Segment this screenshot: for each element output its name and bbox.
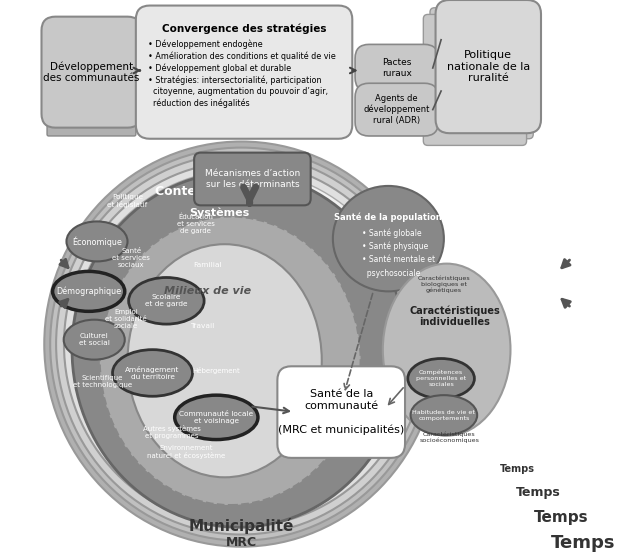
Text: • Santé globale: • Santé globale xyxy=(362,229,422,238)
Text: psychosociale: psychosociale xyxy=(362,269,420,278)
Ellipse shape xyxy=(112,350,193,396)
FancyBboxPatch shape xyxy=(355,83,438,136)
Text: Convergence des stratégies: Convergence des stratégies xyxy=(162,23,326,34)
Text: Santé de la
communauté

(MRC et municipalités): Santé de la communauté (MRC et municipal… xyxy=(278,390,404,435)
Text: Compétences
personnelles et
sociales: Compétences personnelles et sociales xyxy=(416,370,466,387)
FancyBboxPatch shape xyxy=(194,153,311,205)
FancyBboxPatch shape xyxy=(136,6,352,139)
Text: Familial: Familial xyxy=(194,263,222,268)
Text: Politique
et législatif: Politique et législatif xyxy=(107,194,147,208)
Text: Éducation
et services
de garde: Éducation et services de garde xyxy=(177,214,215,234)
Text: Communauté locale
et voisinage: Communauté locale et voisinage xyxy=(179,411,253,424)
Ellipse shape xyxy=(72,170,411,518)
Text: Mécanismes d’action
sur les déterminants: Mécanismes d’action sur les déterminants xyxy=(205,169,300,189)
Text: Aménagement
du territoire: Aménagement du territoire xyxy=(125,366,180,380)
Text: Scolaire
et de garde: Scolaire et de garde xyxy=(145,294,188,307)
Text: Temps: Temps xyxy=(516,486,561,500)
Ellipse shape xyxy=(50,148,433,541)
Text: Temps: Temps xyxy=(500,464,535,474)
Text: Économique: Économique xyxy=(72,236,122,246)
Ellipse shape xyxy=(52,271,125,311)
FancyBboxPatch shape xyxy=(430,8,533,139)
Ellipse shape xyxy=(333,186,444,291)
Text: Municipalité: Municipalité xyxy=(189,518,294,534)
Text: • Santé mentale et: • Santé mentale et xyxy=(362,255,435,264)
Text: Travail: Travail xyxy=(190,324,214,329)
Text: Caractéristiques
individuelles: Caractéristiques individuelles xyxy=(410,305,500,327)
Ellipse shape xyxy=(128,244,322,477)
Text: • Développement endogène
• Amélioration des conditions et qualité de vie
• Dével: • Développement endogène • Amélioration … xyxy=(148,40,336,108)
Text: Temps: Temps xyxy=(535,509,589,525)
Ellipse shape xyxy=(64,320,125,360)
Text: • Santé physique: • Santé physique xyxy=(362,242,429,251)
Ellipse shape xyxy=(129,278,204,324)
Ellipse shape xyxy=(72,172,405,527)
Text: Santé de la population: Santé de la population xyxy=(334,213,442,223)
Text: Démographique: Démographique xyxy=(56,286,121,296)
Text: Environnement
naturel et écosystème: Environnement naturel et écosystème xyxy=(147,445,225,460)
FancyBboxPatch shape xyxy=(278,366,405,458)
Text: Culturel
et social: Culturel et social xyxy=(78,333,110,346)
Text: Autres systèmes
et programmes: Autres systèmes et programmes xyxy=(143,425,201,439)
FancyBboxPatch shape xyxy=(436,0,541,133)
Text: Caractéristiques
biologiques et
génétiques: Caractéristiques biologiques et génétiqu… xyxy=(417,275,470,293)
Text: Temps: Temps xyxy=(551,534,616,552)
Text: Politique
nationale de la
ruralité: Politique nationale de la ruralité xyxy=(447,50,530,83)
Text: Contexte global: Contexte global xyxy=(155,185,266,198)
FancyBboxPatch shape xyxy=(41,17,142,128)
Text: Caractéristiques
socioéconomiques: Caractéristiques socioéconomiques xyxy=(419,431,479,443)
Ellipse shape xyxy=(408,359,475,398)
Ellipse shape xyxy=(64,162,419,526)
Ellipse shape xyxy=(44,142,438,547)
Text: Agents de
développement
rural (ADR): Agents de développement rural (ADR) xyxy=(364,94,430,125)
Text: Hébergement: Hébergement xyxy=(193,367,240,374)
Text: Emploi
et solidarité
sociale: Emploi et solidarité sociale xyxy=(105,309,147,329)
FancyBboxPatch shape xyxy=(424,14,526,145)
Ellipse shape xyxy=(383,264,510,436)
Text: Scientifique
et technologique: Scientifique et technologique xyxy=(73,375,132,388)
FancyBboxPatch shape xyxy=(47,119,136,136)
FancyBboxPatch shape xyxy=(355,44,438,92)
Text: Systèmes: Systèmes xyxy=(189,208,249,218)
Ellipse shape xyxy=(411,395,477,435)
Text: MRC: MRC xyxy=(226,536,257,549)
Ellipse shape xyxy=(175,395,258,440)
Text: Milieux de vie: Milieux de vie xyxy=(165,286,251,296)
Text: Développement
des communautés: Développement des communautés xyxy=(43,61,140,83)
Text: Santé
et services
sociaux: Santé et services sociaux xyxy=(112,248,151,268)
Ellipse shape xyxy=(100,216,360,505)
Text: Habitudes de vie et
comportements: Habitudes de vie et comportements xyxy=(412,410,475,421)
Text: Pactes
ruraux: Pactes ruraux xyxy=(382,58,412,78)
Ellipse shape xyxy=(66,221,128,261)
Ellipse shape xyxy=(56,154,427,534)
